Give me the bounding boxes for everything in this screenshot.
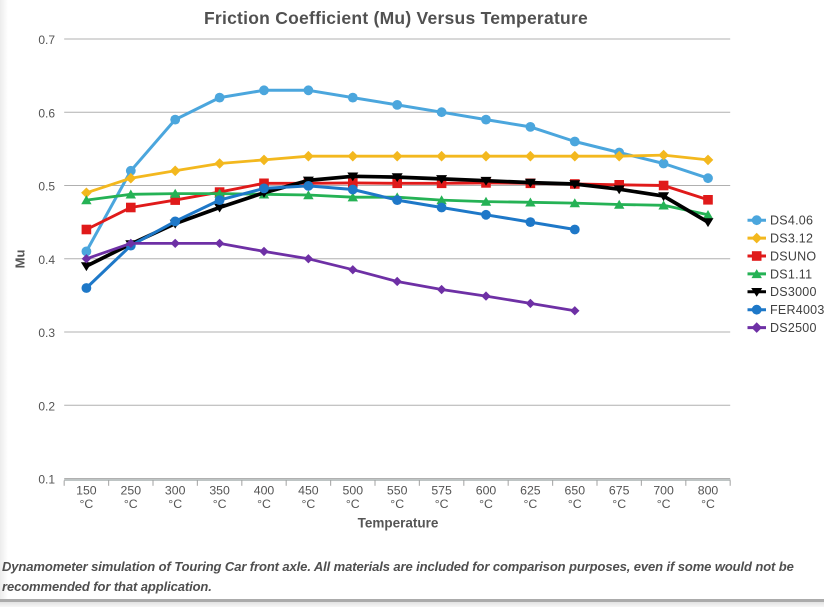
svg-text:°C: °C [435,497,449,511]
svg-text:700: 700 [653,483,674,497]
svg-text:625: 625 [520,483,541,497]
svg-text:350: 350 [209,483,230,497]
svg-text:DS3.12: DS3.12 [770,232,813,246]
svg-text:0.6: 0.6 [38,107,55,121]
svg-text:°C: °C [390,497,404,511]
svg-text:550: 550 [387,483,408,497]
svg-text:300: 300 [165,483,186,497]
svg-text:Mu: Mu [13,250,28,269]
svg-text:°C: °C [301,497,315,511]
svg-text:150: 150 [76,483,97,497]
svg-text:FER4003: FER4003 [770,303,824,317]
svg-text:0.7: 0.7 [38,33,55,47]
svg-text:°C: °C [79,497,93,511]
svg-text:250: 250 [121,483,142,497]
svg-text:°C: °C [657,497,671,511]
svg-text:°C: °C [257,497,271,511]
svg-text:DS3000: DS3000 [770,285,817,299]
svg-text:Friction Coefficient (Mu) Vers: Friction Coefficient (Mu) Versus Tempera… [204,8,588,28]
svg-text:°C: °C [701,497,715,511]
svg-text:650: 650 [565,483,586,497]
svg-text:0.1: 0.1 [38,473,55,487]
svg-text:675: 675 [609,483,630,497]
svg-text:575: 575 [431,483,452,497]
svg-text:°C: °C [213,497,227,511]
svg-text:0.2: 0.2 [38,399,55,413]
svg-text:DS1.11: DS1.11 [770,267,812,281]
svg-text:°C: °C [346,497,360,511]
svg-text:DS2500: DS2500 [770,321,817,335]
svg-text:800: 800 [698,483,719,497]
svg-text:DSUNO: DSUNO [770,249,816,263]
svg-text:°C: °C [523,497,537,511]
svg-text:600: 600 [476,483,497,497]
svg-text:0.4: 0.4 [38,253,55,267]
svg-text:0.3: 0.3 [38,326,55,340]
svg-text:°C: °C [168,497,182,511]
svg-text:500: 500 [343,483,364,497]
svg-text:°C: °C [124,497,138,511]
svg-text:°C: °C [479,497,493,511]
svg-text:400: 400 [254,483,275,497]
svg-text:450: 450 [298,483,319,497]
svg-text:0.5: 0.5 [38,180,55,194]
svg-text:DS4.06: DS4.06 [770,214,813,228]
svg-text:°C: °C [612,497,626,511]
svg-text:°C: °C [568,497,582,511]
svg-text:Temperature: Temperature [358,516,439,531]
